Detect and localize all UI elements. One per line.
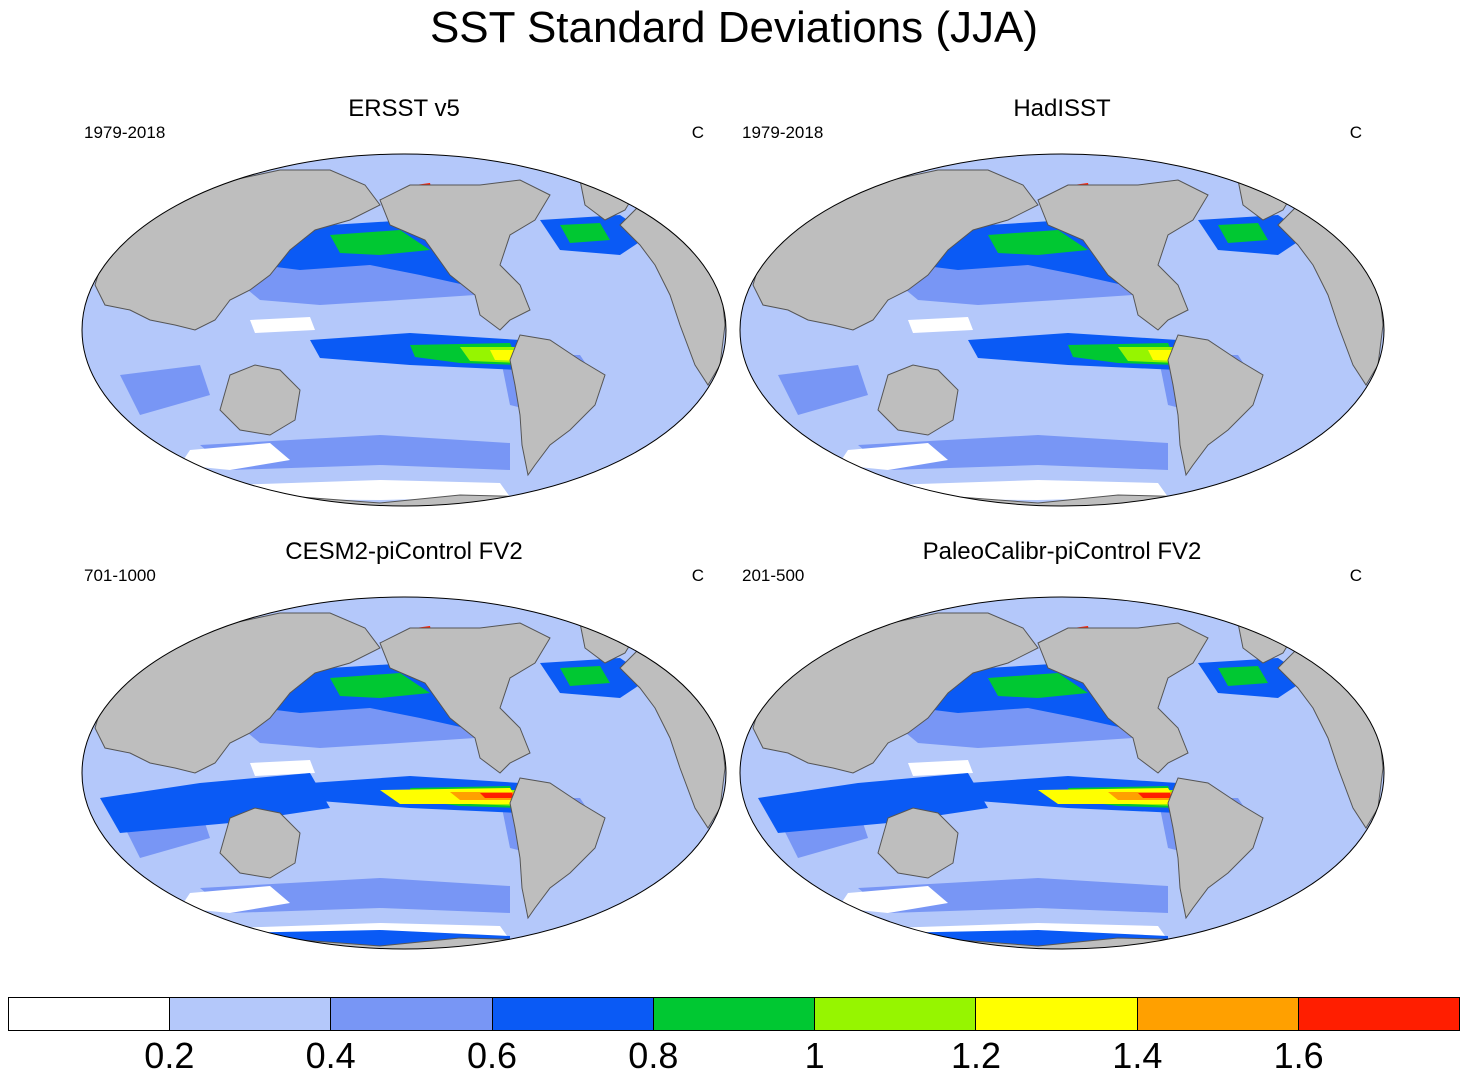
map-outline xyxy=(81,596,727,950)
sst-contour-region xyxy=(250,317,315,333)
colorbar-box xyxy=(9,998,170,1030)
land-mass xyxy=(218,494,612,506)
panel-ersst: ERSST v5 1979-2018 C xyxy=(80,95,728,545)
period-label: 1979-2018 xyxy=(742,123,824,142)
map-canvas xyxy=(81,596,727,950)
sst-contour-region xyxy=(888,480,1168,500)
map-canvas xyxy=(739,153,1385,507)
sst-contour-region xyxy=(1218,666,1268,686)
sst-contour-region xyxy=(180,443,290,470)
land-mass xyxy=(379,179,551,331)
panel-title: HadISST xyxy=(1013,95,1111,122)
panel-hadisst: HadISST 1979-2018 C xyxy=(738,95,1386,545)
map-outline xyxy=(739,153,1385,507)
sst-contour-region xyxy=(230,480,510,500)
panel-paleocalibr: PaleoCalibr-piControl FV2 201-500 C xyxy=(738,538,1386,988)
colorbar-box xyxy=(814,998,976,1030)
land-mass xyxy=(219,364,301,436)
sst-contour-region xyxy=(330,673,430,698)
colorbar-box xyxy=(1136,998,1298,1030)
colorbar-tick-label: 1 xyxy=(804,1035,825,1076)
sst-contour-region xyxy=(560,223,610,243)
colorbar-box xyxy=(1297,998,1459,1030)
sst-contour-region xyxy=(180,886,290,913)
sst-contour-region xyxy=(330,230,430,255)
map-canvas xyxy=(81,153,727,507)
land-mass xyxy=(877,364,959,436)
period-label: 1979-2018 xyxy=(84,123,166,142)
panel-title: PaleoCalibr-piControl FV2 xyxy=(922,538,1202,565)
colorbar-tick-label: 1.2 xyxy=(950,1035,1002,1076)
land-mass xyxy=(877,807,959,879)
sst-contour-region xyxy=(1218,223,1268,243)
sst-contour-region xyxy=(838,443,948,470)
colorbar-tick-label: 0.8 xyxy=(628,1035,679,1076)
colorbar xyxy=(8,997,1460,1031)
land-mass xyxy=(876,494,1270,506)
colorbar-box xyxy=(975,998,1137,1030)
colorbar-box xyxy=(652,998,815,1030)
panel-title: ERSST v5 xyxy=(348,95,460,122)
sst-contour-region xyxy=(908,317,973,333)
land-mass xyxy=(509,334,606,477)
sst-contour-region xyxy=(988,673,1088,698)
sst-contour-region xyxy=(838,886,948,913)
sst-contour-region xyxy=(560,666,610,686)
map-canvas xyxy=(739,596,1385,950)
sst-contour-region xyxy=(908,760,973,776)
sst-contour-region xyxy=(120,365,210,415)
colorbar-tick-label: 1.4 xyxy=(1112,1035,1163,1076)
panel-cesm2: CESM2-piControl FV2 701-1000 C xyxy=(80,538,728,988)
land-mass xyxy=(219,807,301,879)
panel-title: CESM2-piControl FV2 xyxy=(285,538,523,565)
land-mass xyxy=(1037,622,1209,774)
land-mass xyxy=(218,937,612,949)
units-label: C xyxy=(1349,566,1362,585)
colorbar-tick-label: 0.2 xyxy=(144,1035,195,1076)
colorbar-tick-label: 0.4 xyxy=(305,1035,356,1076)
land-mass xyxy=(379,622,551,774)
colorbar-box xyxy=(169,998,331,1030)
colorbar-box xyxy=(491,998,653,1030)
colorbar-tick-label: 0.6 xyxy=(466,1035,518,1076)
map-outline xyxy=(739,596,1385,950)
colorbar-box xyxy=(330,998,492,1030)
units-label: C xyxy=(691,123,704,142)
land-mass xyxy=(1037,179,1209,331)
map-outline xyxy=(81,153,727,507)
sst-contour-region xyxy=(778,365,868,415)
figure-title: SST Standard Deviations (JJA) xyxy=(429,3,1039,52)
land-mass xyxy=(876,937,1270,949)
sst-contour-region xyxy=(250,760,315,776)
land-mass xyxy=(1167,777,1264,920)
units-label: C xyxy=(691,566,704,585)
sst-contour-region xyxy=(758,773,988,833)
colorbar-tick-label: 1.6 xyxy=(1273,1035,1324,1076)
units-label: C xyxy=(1349,123,1362,142)
sst-contour-region xyxy=(100,773,330,833)
period-label: 201-500 xyxy=(742,566,805,585)
sst-contour-region xyxy=(1138,793,1172,798)
land-mass xyxy=(1167,334,1264,477)
sst-contour-region xyxy=(480,793,514,798)
land-mass xyxy=(509,777,606,920)
period-label: 701-1000 xyxy=(84,566,156,585)
sst-contour-region xyxy=(988,230,1088,255)
